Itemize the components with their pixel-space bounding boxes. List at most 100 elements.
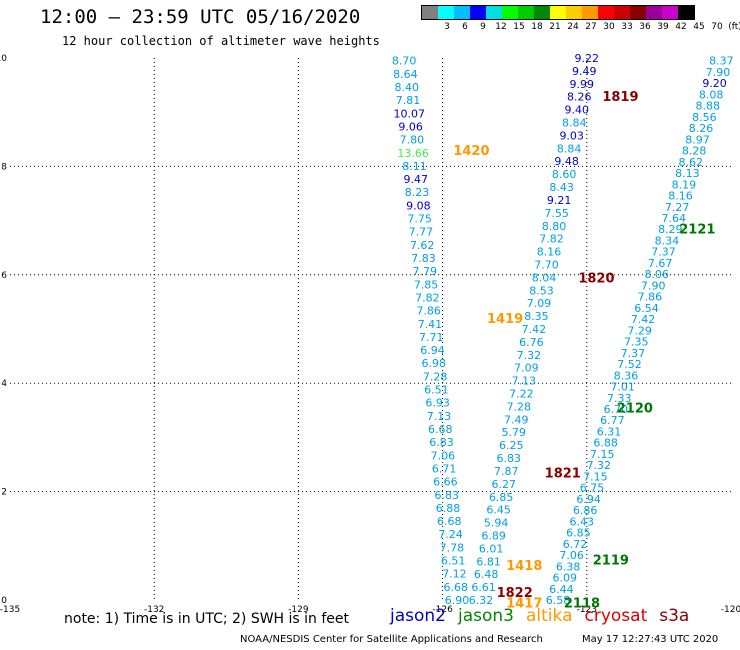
wave-height-point: 8.60 xyxy=(552,168,577,181)
wave-height-point: 7.09 xyxy=(527,297,552,310)
wave-height-point: 6.68 xyxy=(443,581,468,594)
legend-label: 70 xyxy=(711,22,723,32)
wave-height-point: 6.89 xyxy=(481,529,506,542)
wave-height-point: 8.37 xyxy=(709,55,734,68)
wave-height-point: 6.71 xyxy=(432,462,457,475)
wave-height-point: 6.75 xyxy=(580,482,605,495)
wave-height-point: 8.28 xyxy=(682,145,707,158)
legend-color-box xyxy=(422,6,438,19)
wave-height-point: 7.85 xyxy=(414,278,439,291)
pass-time-label: 2121 xyxy=(679,223,715,238)
wave-height-point: 9.22 xyxy=(575,52,600,65)
wave-height-point: 8.26 xyxy=(689,122,714,135)
wave-height-point: 7.27 xyxy=(665,201,690,214)
legend-color-box xyxy=(486,6,502,19)
wave-height-point: 9.06 xyxy=(398,120,423,133)
legend-label: 9 xyxy=(480,22,486,32)
wave-height-point: 6.32 xyxy=(469,594,494,607)
wave-height-point: 6.83 xyxy=(429,436,454,449)
wave-height-point: 7.83 xyxy=(411,252,436,265)
mission-label-s3a: s3a xyxy=(659,606,690,626)
wave-height-point: 7.15 xyxy=(583,470,608,483)
legend-label: 3 xyxy=(444,22,450,32)
wave-height-point: 7.13 xyxy=(512,375,537,388)
x-tick-label: -123 xyxy=(577,605,597,615)
x-tick-label: -126 xyxy=(432,605,453,615)
legend-color-scale xyxy=(421,5,695,20)
wave-height-point: 8.40 xyxy=(394,81,419,94)
wave-height-point: 9.99 xyxy=(570,78,595,91)
x-tick-label: -120 xyxy=(721,605,740,615)
legend-label: 39 xyxy=(657,22,669,32)
wave-height-point: 7.87 xyxy=(494,465,519,478)
legend-color-box xyxy=(534,6,550,19)
wave-height-point: 7.15 xyxy=(590,448,615,461)
wave-height-point: 7.86 xyxy=(416,305,441,318)
wave-height-point: 9.48 xyxy=(554,155,579,168)
footer-credit: NOAA/NESDIS Center for Satellite Applica… xyxy=(240,634,543,645)
y-tick-label: 8 xyxy=(1,162,7,172)
wave-height-point: 6.83 xyxy=(434,489,459,502)
chart-time-labels: 1420 1419 1418 1417 1819 1820 1821 1822 2121 2120… xyxy=(453,90,715,612)
chart-tracks: 8.708.648.407.8110.079.067.8013.668.119.… xyxy=(392,52,734,607)
wave-height-point: 7.49 xyxy=(504,413,529,426)
wave-height-point: 6.44 xyxy=(549,583,574,596)
x-tick-label: -129 xyxy=(288,605,309,615)
legend-color-box xyxy=(630,6,646,19)
wave-height-point: 6.68 xyxy=(428,423,453,436)
wave-height-point: 7.13 xyxy=(427,410,452,423)
wave-height-point: 9.47 xyxy=(404,173,429,186)
wave-height-point: 7.52 xyxy=(617,358,642,371)
footer-timestamp: May 17 12:27:43 UTC 2020 xyxy=(582,634,719,645)
pass-time-label: 1419 xyxy=(487,312,523,327)
mission-label-altika: altika xyxy=(526,606,573,626)
legend-color-box xyxy=(470,6,486,19)
wave-height-point: 9.08 xyxy=(406,199,431,212)
legend-color-box xyxy=(566,6,582,19)
wave-height-point: 7.70 xyxy=(534,258,559,271)
wave-height-point: 5.79 xyxy=(502,426,527,439)
wave-height-point: 9.49 xyxy=(572,65,597,78)
wave-height-point: 8.56 xyxy=(692,111,717,124)
wave-height-point: 9.40 xyxy=(564,104,589,117)
wave-height-point: 8.13 xyxy=(675,167,700,180)
wave-height-point: 7.33 xyxy=(607,392,632,405)
legend-label: 36 xyxy=(639,22,651,32)
legend-label: 33 xyxy=(621,22,633,32)
wave-height-point: 8.84 xyxy=(562,117,587,130)
wave-height-point: 7.82 xyxy=(539,233,564,246)
wave-height-point: 7.35 xyxy=(624,336,649,349)
wave-height-point: 7.37 xyxy=(621,347,646,360)
wave-height-point: 7.62 xyxy=(410,239,435,252)
legend-label: 30 xyxy=(603,22,615,32)
wave-height-point: 8.23 xyxy=(405,186,430,199)
chart-axes: -135 -132 -129 -126 -123 -120 0 2 4 6 8 10 xyxy=(0,54,740,615)
wave-height-point: 7.24 xyxy=(438,528,463,541)
legend-color-box xyxy=(550,6,566,19)
wave-height-point: 8.06 xyxy=(644,268,669,281)
legend-label: 6 xyxy=(462,22,468,32)
wave-height-point: 6.72 xyxy=(563,538,588,551)
y-tick-label: 4 xyxy=(1,379,7,389)
legend-color-box xyxy=(502,6,518,19)
legend-color-box xyxy=(614,6,630,19)
wave-height-point: 9.20 xyxy=(702,77,727,90)
wave-height-point: 8.16 xyxy=(537,246,562,259)
wave-height-point: 7.37 xyxy=(651,246,676,259)
wave-height-point: 6.43 xyxy=(570,515,595,528)
mission-legend: jason2 jason3 altika cryosat s3a xyxy=(390,606,701,626)
pass-time-label: 2118 xyxy=(564,597,600,612)
legend-color-box xyxy=(518,6,534,19)
legend-label: (ft) xyxy=(728,22,740,32)
wave-height-point: 7.67 xyxy=(648,257,673,270)
page-subtitle: 12 hour collection of altimeter wave hei… xyxy=(62,34,380,48)
wave-height-point: 8.97 xyxy=(685,133,710,146)
wave-height-point: 6.81 xyxy=(476,555,501,568)
wave-height-point: 6.38 xyxy=(556,560,581,573)
pass-time-label: 2119 xyxy=(593,553,629,568)
wave-height-point: 6.90 xyxy=(445,594,470,607)
wave-height-point: 7.32 xyxy=(587,459,612,472)
wave-height-point: 7.81 xyxy=(396,94,421,107)
units-note: note: 1) Time is in UTC; 2) SWH is in fe… xyxy=(64,611,350,627)
